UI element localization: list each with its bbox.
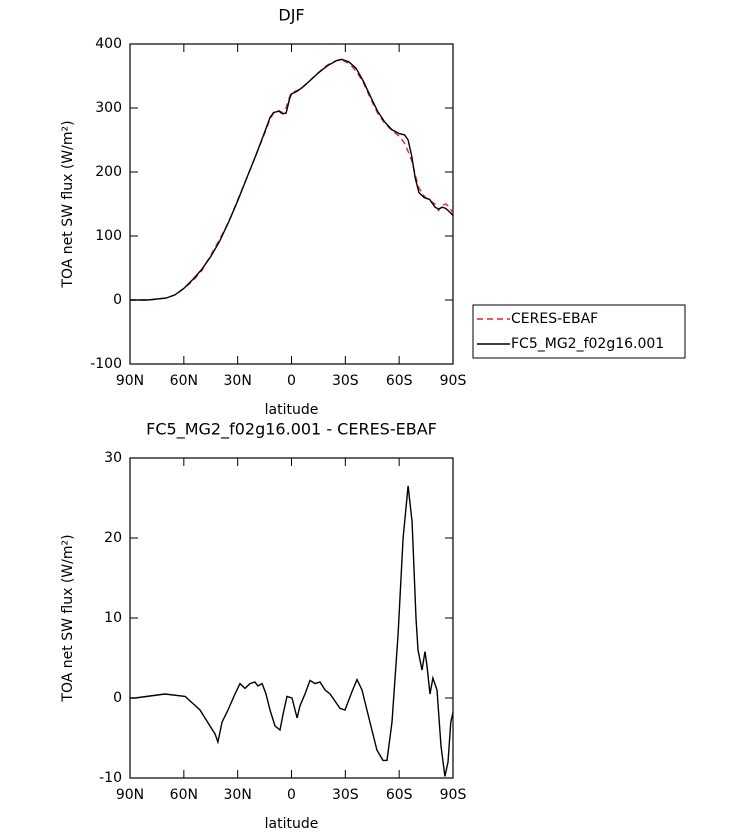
x-tick-label: 0 [287, 787, 296, 803]
y-tick-label: 300 [95, 100, 122, 116]
x-tick-label: 30S [332, 373, 359, 389]
x-tick-label: 90S [440, 373, 467, 389]
x-axis-label: latitude [265, 402, 319, 418]
data-line [130, 59, 454, 301]
legend-box [472, 304, 686, 359]
legend-label: CERES-EBAF [511, 311, 598, 327]
x-tick-label: 60S [386, 373, 413, 389]
x-tick-label: 60N [170, 373, 198, 389]
x-tick-label: 30N [224, 373, 252, 389]
y-tick-label: 0 [113, 292, 122, 308]
data-line [130, 58, 454, 301]
y-axis-label: TOA net SW flux (W/m²) [60, 534, 76, 702]
x-tick-label: 60N [170, 787, 198, 803]
y-tick-label: 20 [104, 530, 122, 546]
x-tick-label: 90N [116, 787, 144, 803]
x-tick-label: 90S [440, 787, 467, 803]
x-tick-label: 30S [332, 787, 359, 803]
x-tick-label: 0 [287, 373, 296, 389]
x-tick-label: 30N [224, 787, 252, 803]
x-tick-label: 90N [116, 373, 144, 389]
legend-label: FC5_MG2_f02g16.001 [511, 336, 664, 352]
y-axis-label: TOA net SW flux (W/m²) [60, 120, 76, 288]
x-axis-label: latitude [265, 816, 319, 832]
y-tick-label: 0 [113, 690, 122, 706]
x-tick-label: 60S [386, 787, 413, 803]
plot-frame [129, 457, 454, 779]
plot-frame [129, 43, 454, 365]
chart-title: FC5_MG2_f02g16.001 - CERES-EBAF [146, 420, 437, 440]
data-line [130, 485, 454, 777]
y-tick-label: 200 [95, 164, 122, 180]
y-tick-label: 100 [95, 228, 122, 244]
y-tick-label: 30 [104, 450, 122, 466]
y-tick-label: 400 [95, 36, 122, 52]
chart-title: DJF [278, 6, 304, 25]
y-tick-label: 10 [104, 610, 122, 626]
y-tick-label: -10 [99, 770, 122, 786]
y-tick-label: -100 [90, 356, 122, 372]
